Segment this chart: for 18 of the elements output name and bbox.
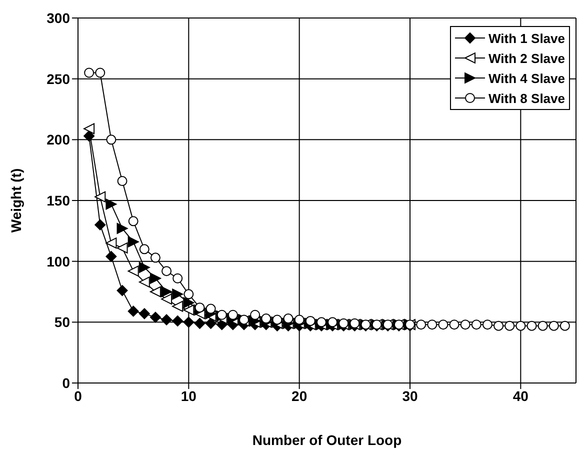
y-tick-label: 50 — [54, 314, 70, 330]
y-tick-label: 200 — [46, 132, 70, 148]
legend-label: With 8 Slave — [488, 90, 565, 106]
x-tick-label: 10 — [180, 388, 197, 404]
legend-label: With 1 Slave — [488, 30, 565, 46]
y-tick-label: 0 — [62, 374, 70, 391]
y-tick-label: 100 — [46, 253, 70, 270]
y-tick-label: 150 — [46, 192, 70, 208]
y-tick-label: 250 — [46, 70, 70, 87]
x-tick-label: 20 — [292, 388, 308, 404]
x-tick-label: 30 — [402, 388, 418, 404]
x-axis-title: Number of Outer Loop — [252, 432, 402, 448]
y-axis-title: Weight (t) — [8, 168, 24, 233]
x-tick-label: 40 — [512, 388, 529, 404]
legend-label: With 4 Slave — [488, 70, 565, 86]
y-tick-label: 300 — [46, 10, 70, 26]
x-tick-label: 0 — [74, 388, 82, 404]
legend-label: With 2 Slave — [488, 50, 565, 66]
